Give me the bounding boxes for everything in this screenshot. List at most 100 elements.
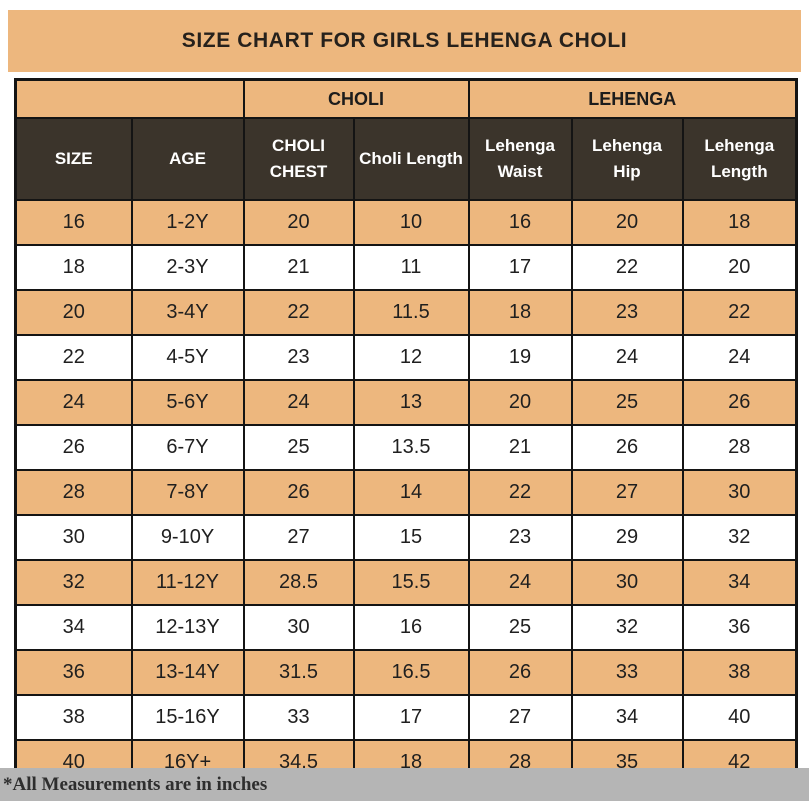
table-cell: 40 <box>681 694 798 741</box>
table-cell: 27 <box>570 469 684 516</box>
table-cell: 15.5 <box>352 559 470 606</box>
column-header-row: SIZE AGE CHOLI CHEST Choli Length Lehenga Wa… <box>14 117 798 201</box>
table-cell: 23 <box>242 334 355 381</box>
table-cell: 31.5 <box>242 649 355 696</box>
table-cell: 22 <box>467 469 573 516</box>
table-cell: 26 <box>467 649 573 696</box>
table-cell: 24 <box>14 379 133 426</box>
table-head: CHOLI LEHENGA SIZE AGE CHOLI CHEST Choli Leng… <box>14 78 798 201</box>
group-header-lehenga: LEHENGA <box>467 78 798 119</box>
table-cell: 26 <box>681 379 798 426</box>
table-cell: 24 <box>242 379 355 426</box>
table-cell: 11 <box>352 244 470 291</box>
table-cell: 19 <box>467 334 573 381</box>
table-cell: 36 <box>14 649 133 696</box>
table-cell: 28 <box>681 424 798 471</box>
table-cell: 32 <box>14 559 133 606</box>
table-row: 30 9-10Y 27 15 23 29 32 <box>14 514 798 561</box>
table-cell: 24 <box>467 559 573 606</box>
table-cell: 32 <box>570 604 684 651</box>
table-cell: 20 <box>681 244 798 291</box>
table-cell: 38 <box>681 649 798 696</box>
table-cell: 28.5 <box>242 559 355 606</box>
table-cell: 18 <box>467 289 573 336</box>
table-cell: 5-6Y <box>130 379 245 426</box>
table-cell: 34 <box>681 559 798 606</box>
table-cell: 17 <box>467 244 573 291</box>
table-cell: 22 <box>681 289 798 336</box>
table-row: 36 13-14Y 31.5 16.5 26 33 38 <box>14 649 798 696</box>
table-cell: 4-5Y <box>130 334 245 381</box>
column-header-lehenga-length: Lehenga Length <box>681 117 798 201</box>
table-row: 22 4-5Y 23 12 19 24 24 <box>14 334 798 381</box>
table-cell: 13 <box>352 379 470 426</box>
table-cell: 2-3Y <box>130 244 245 291</box>
table-row: 16 1-2Y 20 10 16 20 18 <box>14 199 798 246</box>
table-cell: 15-16Y <box>130 694 245 741</box>
table-cell: 23 <box>570 289 684 336</box>
table-cell: 7-8Y <box>130 469 245 516</box>
table-cell: 10 <box>352 199 470 246</box>
footnote-bar: *All Measurements are in inches <box>0 768 809 801</box>
table-row: 38 15-16Y 33 17 27 34 40 <box>14 694 798 741</box>
table-cell: 30 <box>242 604 355 651</box>
table-cell: 1-2Y <box>130 199 245 246</box>
table-cell: 28 <box>14 469 133 516</box>
table-cell: 21 <box>242 244 355 291</box>
table-cell: 6-7Y <box>130 424 245 471</box>
table-cell: 30 <box>681 469 798 516</box>
table-cell: 36 <box>681 604 798 651</box>
table-row: 26 6-7Y 25 13.5 21 26 28 <box>14 424 798 471</box>
table-row: 18 2-3Y 21 11 17 22 20 <box>14 244 798 291</box>
table-cell: 30 <box>570 559 684 606</box>
column-header-age: AGE <box>130 117 245 201</box>
table-cell: 34 <box>570 694 684 741</box>
table-cell: 23 <box>467 514 573 561</box>
table-cell: 20 <box>467 379 573 426</box>
table-cell: 34 <box>14 604 133 651</box>
table-cell: 26 <box>570 424 684 471</box>
table-cell: 16.5 <box>352 649 470 696</box>
column-header-choli-length: Choli Length <box>352 117 470 201</box>
table-cell: 16 <box>14 199 133 246</box>
table-cell: 3-4Y <box>130 289 245 336</box>
table-cell: 25 <box>242 424 355 471</box>
table-cell: 13-14Y <box>130 649 245 696</box>
table-cell: 27 <box>242 514 355 561</box>
table-cell: 18 <box>14 244 133 291</box>
table-body: 16 1-2Y 20 10 16 20 18 18 2-3Y 21 11 17 22 20 20 3-4Y 22… <box>14 199 798 787</box>
table-row: 24 5-6Y 24 13 20 25 26 <box>14 379 798 426</box>
table-cell: 20 <box>242 199 355 246</box>
table-cell: 11-12Y <box>130 559 245 606</box>
table-cell: 24 <box>570 334 684 381</box>
table-cell: 17 <box>352 694 470 741</box>
column-header-size: SIZE <box>14 117 133 201</box>
table-cell: 33 <box>242 694 355 741</box>
footnote-text: *All Measurements are in inches <box>3 773 268 795</box>
table-cell: 27 <box>467 694 573 741</box>
column-header-lehenga-waist: Lehenga Waist <box>467 117 573 201</box>
table-cell: 22 <box>570 244 684 291</box>
table-cell: 30 <box>14 514 133 561</box>
table-cell: 29 <box>570 514 684 561</box>
table-cell: 13.5 <box>352 424 470 471</box>
table-cell: 20 <box>570 199 684 246</box>
table-cell: 25 <box>467 604 573 651</box>
table-row: 20 3-4Y 22 11.5 18 23 22 <box>14 289 798 336</box>
table-cell: 16 <box>352 604 470 651</box>
table-cell: 9-10Y <box>130 514 245 561</box>
table-row: 28 7-8Y 26 14 22 27 30 <box>14 469 798 516</box>
table-cell: 20 <box>14 289 133 336</box>
table-cell: 38 <box>14 694 133 741</box>
table-cell: 16 <box>467 199 573 246</box>
table-cell: 15 <box>352 514 470 561</box>
size-chart-table: CHOLI LEHENGA SIZE AGE CHOLI CHEST Choli Leng… <box>14 78 799 787</box>
table-cell: 12-13Y <box>130 604 245 651</box>
table-cell: 25 <box>570 379 684 426</box>
table-cell: 26 <box>242 469 355 516</box>
column-header-choli-chest: CHOLI CHEST <box>242 117 355 201</box>
table-cell: 21 <box>467 424 573 471</box>
table-row: 32 11-12Y 28.5 15.5 24 30 34 <box>14 559 798 606</box>
table-cell: 12 <box>352 334 470 381</box>
table-cell: 11.5 <box>352 289 470 336</box>
